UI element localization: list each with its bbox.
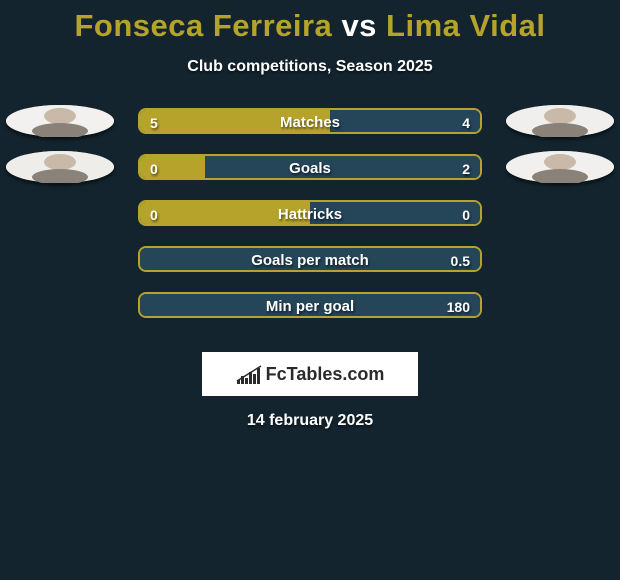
- stat-bar: 02Goals: [138, 154, 482, 180]
- comparison-infographic: Fonseca Ferreira vs Lima Vidal Club comp…: [0, 0, 620, 580]
- player-photo-left: [6, 151, 114, 183]
- title-player2: Lima Vidal: [386, 8, 546, 43]
- stat-bar: 00Hattricks: [138, 200, 482, 226]
- logo: FcTables.com: [236, 364, 385, 385]
- page-title: Fonseca Ferreira vs Lima Vidal: [0, 0, 620, 44]
- logo-text: FcTables.com: [266, 364, 385, 385]
- title-vs: vs: [341, 8, 376, 43]
- stat-label: Min per goal: [140, 294, 480, 318]
- subtitle: Club competitions, Season 2025: [0, 58, 620, 76]
- stat-row: 54Matches: [0, 108, 620, 154]
- stat-bar: 54Matches: [138, 108, 482, 134]
- player-photo-right: [506, 151, 614, 183]
- stat-label: Matches: [140, 110, 480, 134]
- stat-row: 00Hattricks: [0, 200, 620, 246]
- bar-chart-icon: [236, 364, 262, 384]
- stat-row: 02Goals: [0, 154, 620, 200]
- logo-box: FcTables.com: [202, 352, 418, 396]
- player-photo-right: [506, 105, 614, 137]
- stat-label: Goals: [140, 156, 480, 180]
- logo-text-fc: Fc: [266, 364, 287, 384]
- stat-label: Goals per match: [140, 248, 480, 272]
- stat-label: Hattricks: [140, 202, 480, 226]
- logo-text-rest: Tables.com: [287, 364, 385, 384]
- player-photo-left: [6, 105, 114, 137]
- stat-bar: 0.5Goals per match: [138, 246, 482, 272]
- stat-row: 180Min per goal: [0, 292, 620, 338]
- date-text: 14 february 2025: [0, 412, 620, 430]
- stat-rows: 54Matches 02Goals: [0, 108, 620, 338]
- stat-bar: 180Min per goal: [138, 292, 482, 318]
- title-player1: Fonseca Ferreira: [74, 8, 332, 43]
- stat-row: 0.5Goals per match: [0, 246, 620, 292]
